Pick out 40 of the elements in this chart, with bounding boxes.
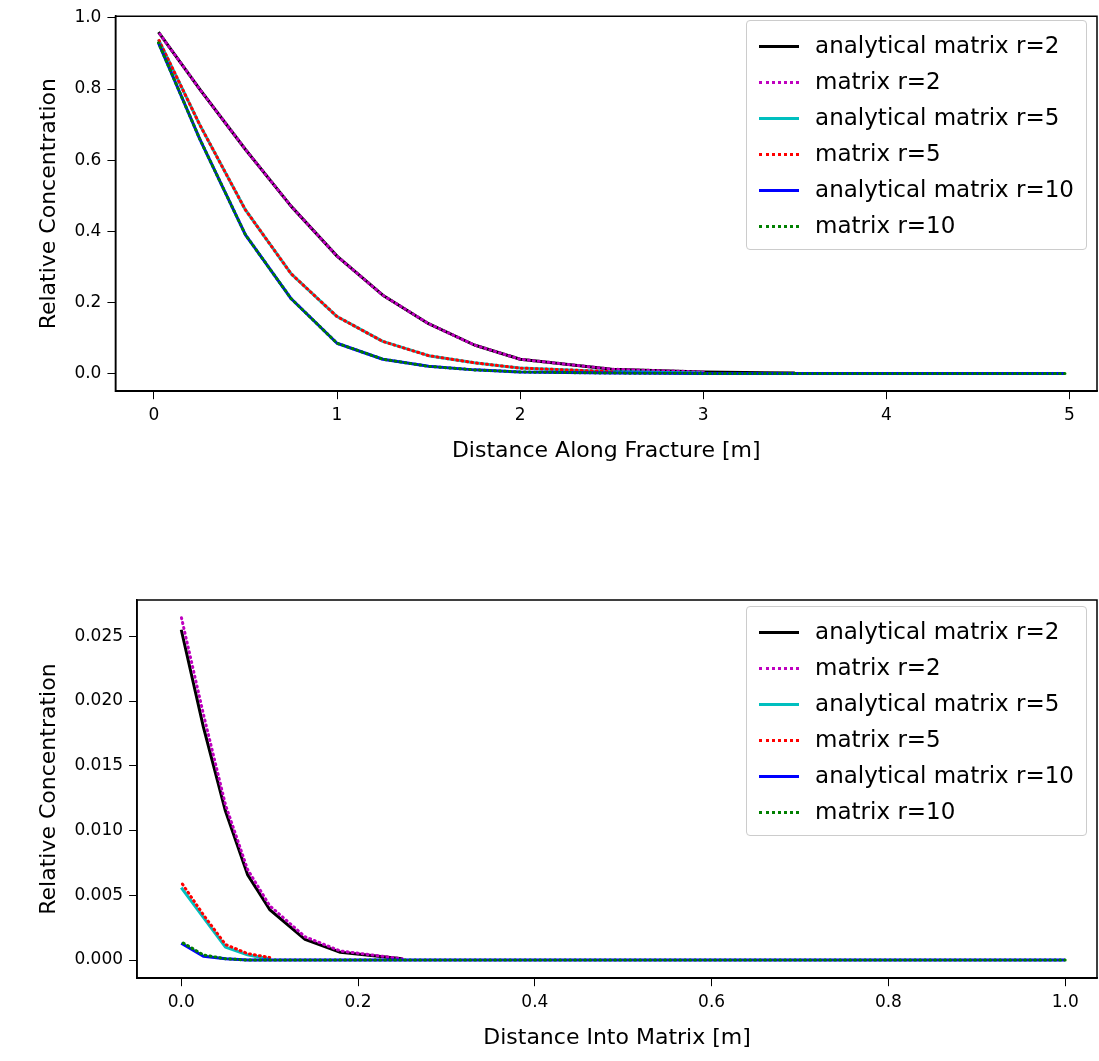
y-tick-label: 0.2 bbox=[74, 290, 102, 311]
x-tick-label: 1.0 bbox=[1051, 990, 1079, 1011]
y-tick-label: 0.6 bbox=[74, 148, 102, 169]
x-tick-label: 2 bbox=[514, 403, 526, 424]
legend-label: matrix r=10 bbox=[814, 211, 957, 240]
legend-label: matrix r=10 bbox=[814, 797, 957, 826]
y-tick-label: 0.000 bbox=[74, 948, 124, 969]
y-tick-label: 0.8 bbox=[74, 77, 102, 98]
legend-label: matrix r=5 bbox=[814, 725, 942, 754]
y-tick-label: 0.010 bbox=[74, 818, 124, 839]
x-tick-label: 0.0 bbox=[167, 990, 195, 1011]
y-tick-label: 0.0 bbox=[74, 361, 102, 382]
legend-label: analytical matrix r=2 bbox=[814, 31, 1061, 60]
legend-label: matrix r=2 bbox=[814, 67, 942, 96]
x-tick-label: 3 bbox=[697, 403, 709, 424]
y-axis-title: Relative Concentration bbox=[34, 78, 60, 330]
x-tick-label: 0.2 bbox=[344, 990, 372, 1011]
legend-label: analytical matrix r=10 bbox=[814, 761, 1074, 790]
x-tick-label: 0 bbox=[148, 403, 160, 424]
x-tick-label: 1 bbox=[331, 403, 343, 424]
legend-label: analytical matrix r=10 bbox=[814, 175, 1074, 204]
x-tick-label: 5 bbox=[1064, 403, 1075, 424]
y-tick-label: 0.005 bbox=[74, 883, 124, 904]
legend-label: matrix r=2 bbox=[814, 653, 942, 682]
x-axis-title: Distance Into Matrix [m] bbox=[483, 1023, 751, 1049]
y-tick-label: 0.4 bbox=[74, 219, 102, 240]
legend-label: matrix r=5 bbox=[814, 139, 942, 168]
legend-label: analytical matrix r=2 bbox=[814, 617, 1061, 646]
x-tick-label: 4 bbox=[880, 403, 892, 424]
x-tick-label: 0.8 bbox=[874, 990, 902, 1011]
y-tick-label: 1.0 bbox=[74, 6, 102, 27]
y-tick-label: 0.015 bbox=[74, 754, 124, 775]
legend-label: analytical matrix r=5 bbox=[814, 103, 1061, 132]
y-tick-label: 0.025 bbox=[74, 624, 124, 645]
x-axis-title: Distance Along Fracture [m] bbox=[451, 436, 761, 462]
legend-label: analytical matrix r=5 bbox=[814, 689, 1061, 718]
x-tick-label: 0.6 bbox=[698, 990, 726, 1011]
y-tick-label: 0.020 bbox=[74, 689, 124, 710]
y-axis-title: Relative Concentration bbox=[34, 663, 60, 915]
x-tick-label: 0.4 bbox=[521, 990, 549, 1011]
